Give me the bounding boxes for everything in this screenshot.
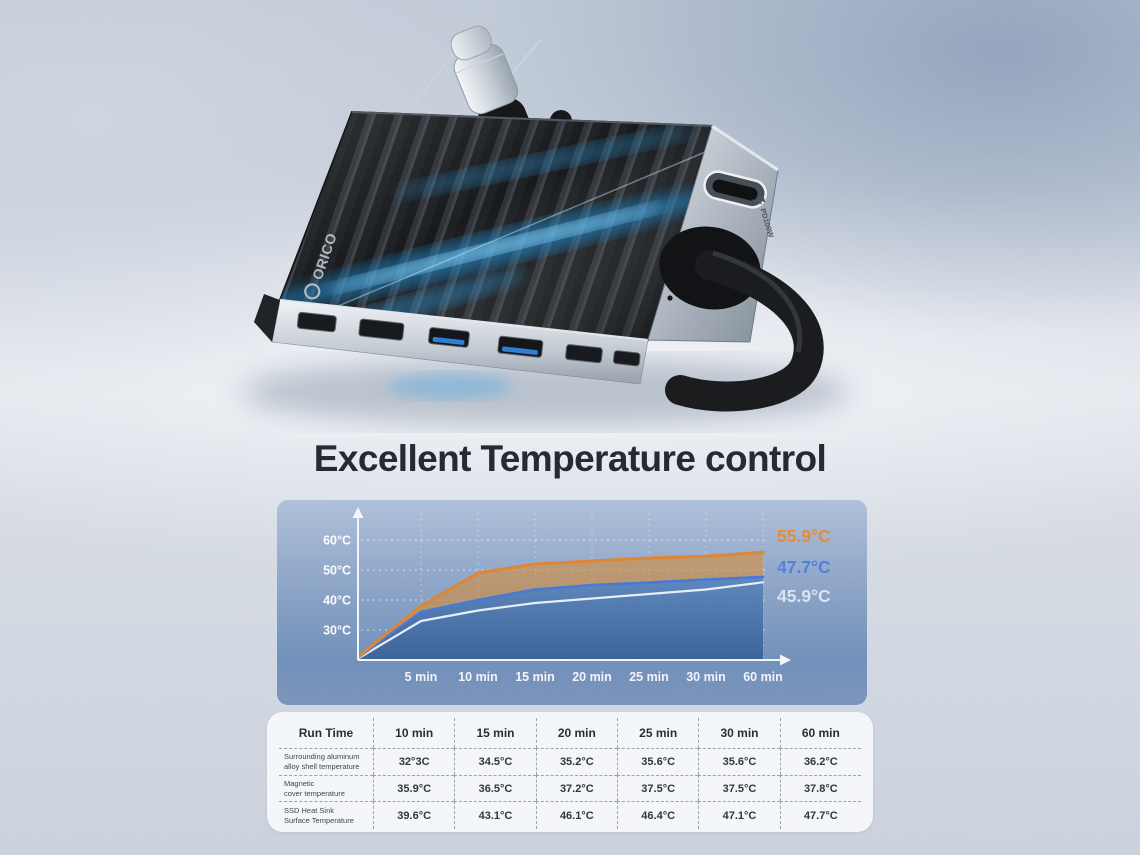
temperature-chart: 60°C 50°C 40°C 30°C 5 min 10 min 15 min 20 min 2… — [277, 500, 867, 705]
temperature-cell: 46.1°C — [535, 801, 617, 829]
table-header-60-min: 60 min — [779, 718, 861, 748]
temperature-cell: 47.7°C — [779, 801, 861, 829]
section-title: Excellent Temperature control — [313, 438, 827, 479]
x-tick-label: 30 min — [686, 670, 726, 684]
x-tick-label: 15 min — [515, 670, 555, 684]
series-end-label-series-orange: 55.9°C — [777, 526, 831, 546]
y-tick-label: 40°C — [323, 594, 351, 608]
temperature-cell: 46.4°C — [617, 801, 699, 829]
table-header-10-min: 10 min — [373, 718, 454, 748]
table-header-run-time: Run Time — [298, 726, 354, 740]
table-row-label: Surrounding aluminum alloy shell temperat… — [279, 748, 373, 775]
temperature-table: Run Time 10 min 15 min 20 min 25 min 30 min 60… — [267, 712, 873, 832]
temperature-cell: 39.6°C — [373, 801, 455, 829]
x-tick-label: 60 min — [743, 670, 783, 684]
table-header-25-min: 25 min — [617, 718, 698, 748]
table-header-30-min: 30 min — [698, 718, 779, 748]
x-tick-label: 10 min — [458, 670, 498, 684]
series-end-label-series-light: 45.9°C — [777, 586, 831, 606]
x-tick-label: 20 min — [572, 670, 612, 684]
led-indicator — [667, 295, 673, 301]
temperature-cell: 37.8°C — [779, 775, 861, 801]
temperature-cell: 36.2°C — [779, 748, 861, 775]
temperature-cell: 35.2°C — [535, 748, 617, 775]
temperature-cell: 35.6°C — [698, 748, 780, 775]
temperature-cell: 37.2°C — [535, 775, 617, 801]
blue-glow-on-snow — [388, 373, 512, 399]
y-tick-label: 50°C — [323, 564, 351, 578]
table-header-15-min: 15 min — [454, 718, 535, 748]
y-tick-label: 30°C — [323, 624, 351, 638]
temperature-cell: 37.5°C — [698, 775, 780, 801]
table-row-label: SSD Heat Sink Surface Temperature — [279, 801, 373, 829]
temperature-cell: 36.5°C — [454, 775, 536, 801]
y-tick-label: 60°C — [323, 534, 351, 548]
series-end-label-series-blue: 47.7°C — [777, 557, 831, 577]
table-header-20-min: 20 min — [535, 718, 617, 748]
x-tick-label: 25 min — [629, 670, 669, 684]
temperature-cell: 43.1°C — [454, 801, 536, 829]
temperature-cell: 32°3C — [373, 748, 455, 775]
product-photo: ORICO — [150, 19, 950, 438]
table-row-label: Magnetic cover temperature — [279, 775, 373, 801]
temperature-cell: 47.1°C — [698, 801, 780, 829]
temperature-cell: 34.5°C — [454, 748, 536, 775]
temperature-cell: 35.6°C — [617, 748, 699, 775]
temperature-cell: 37.5°C — [617, 775, 699, 801]
x-tick-label: 5 min — [405, 670, 438, 684]
temperature-cell: 35.9°C — [373, 775, 455, 801]
